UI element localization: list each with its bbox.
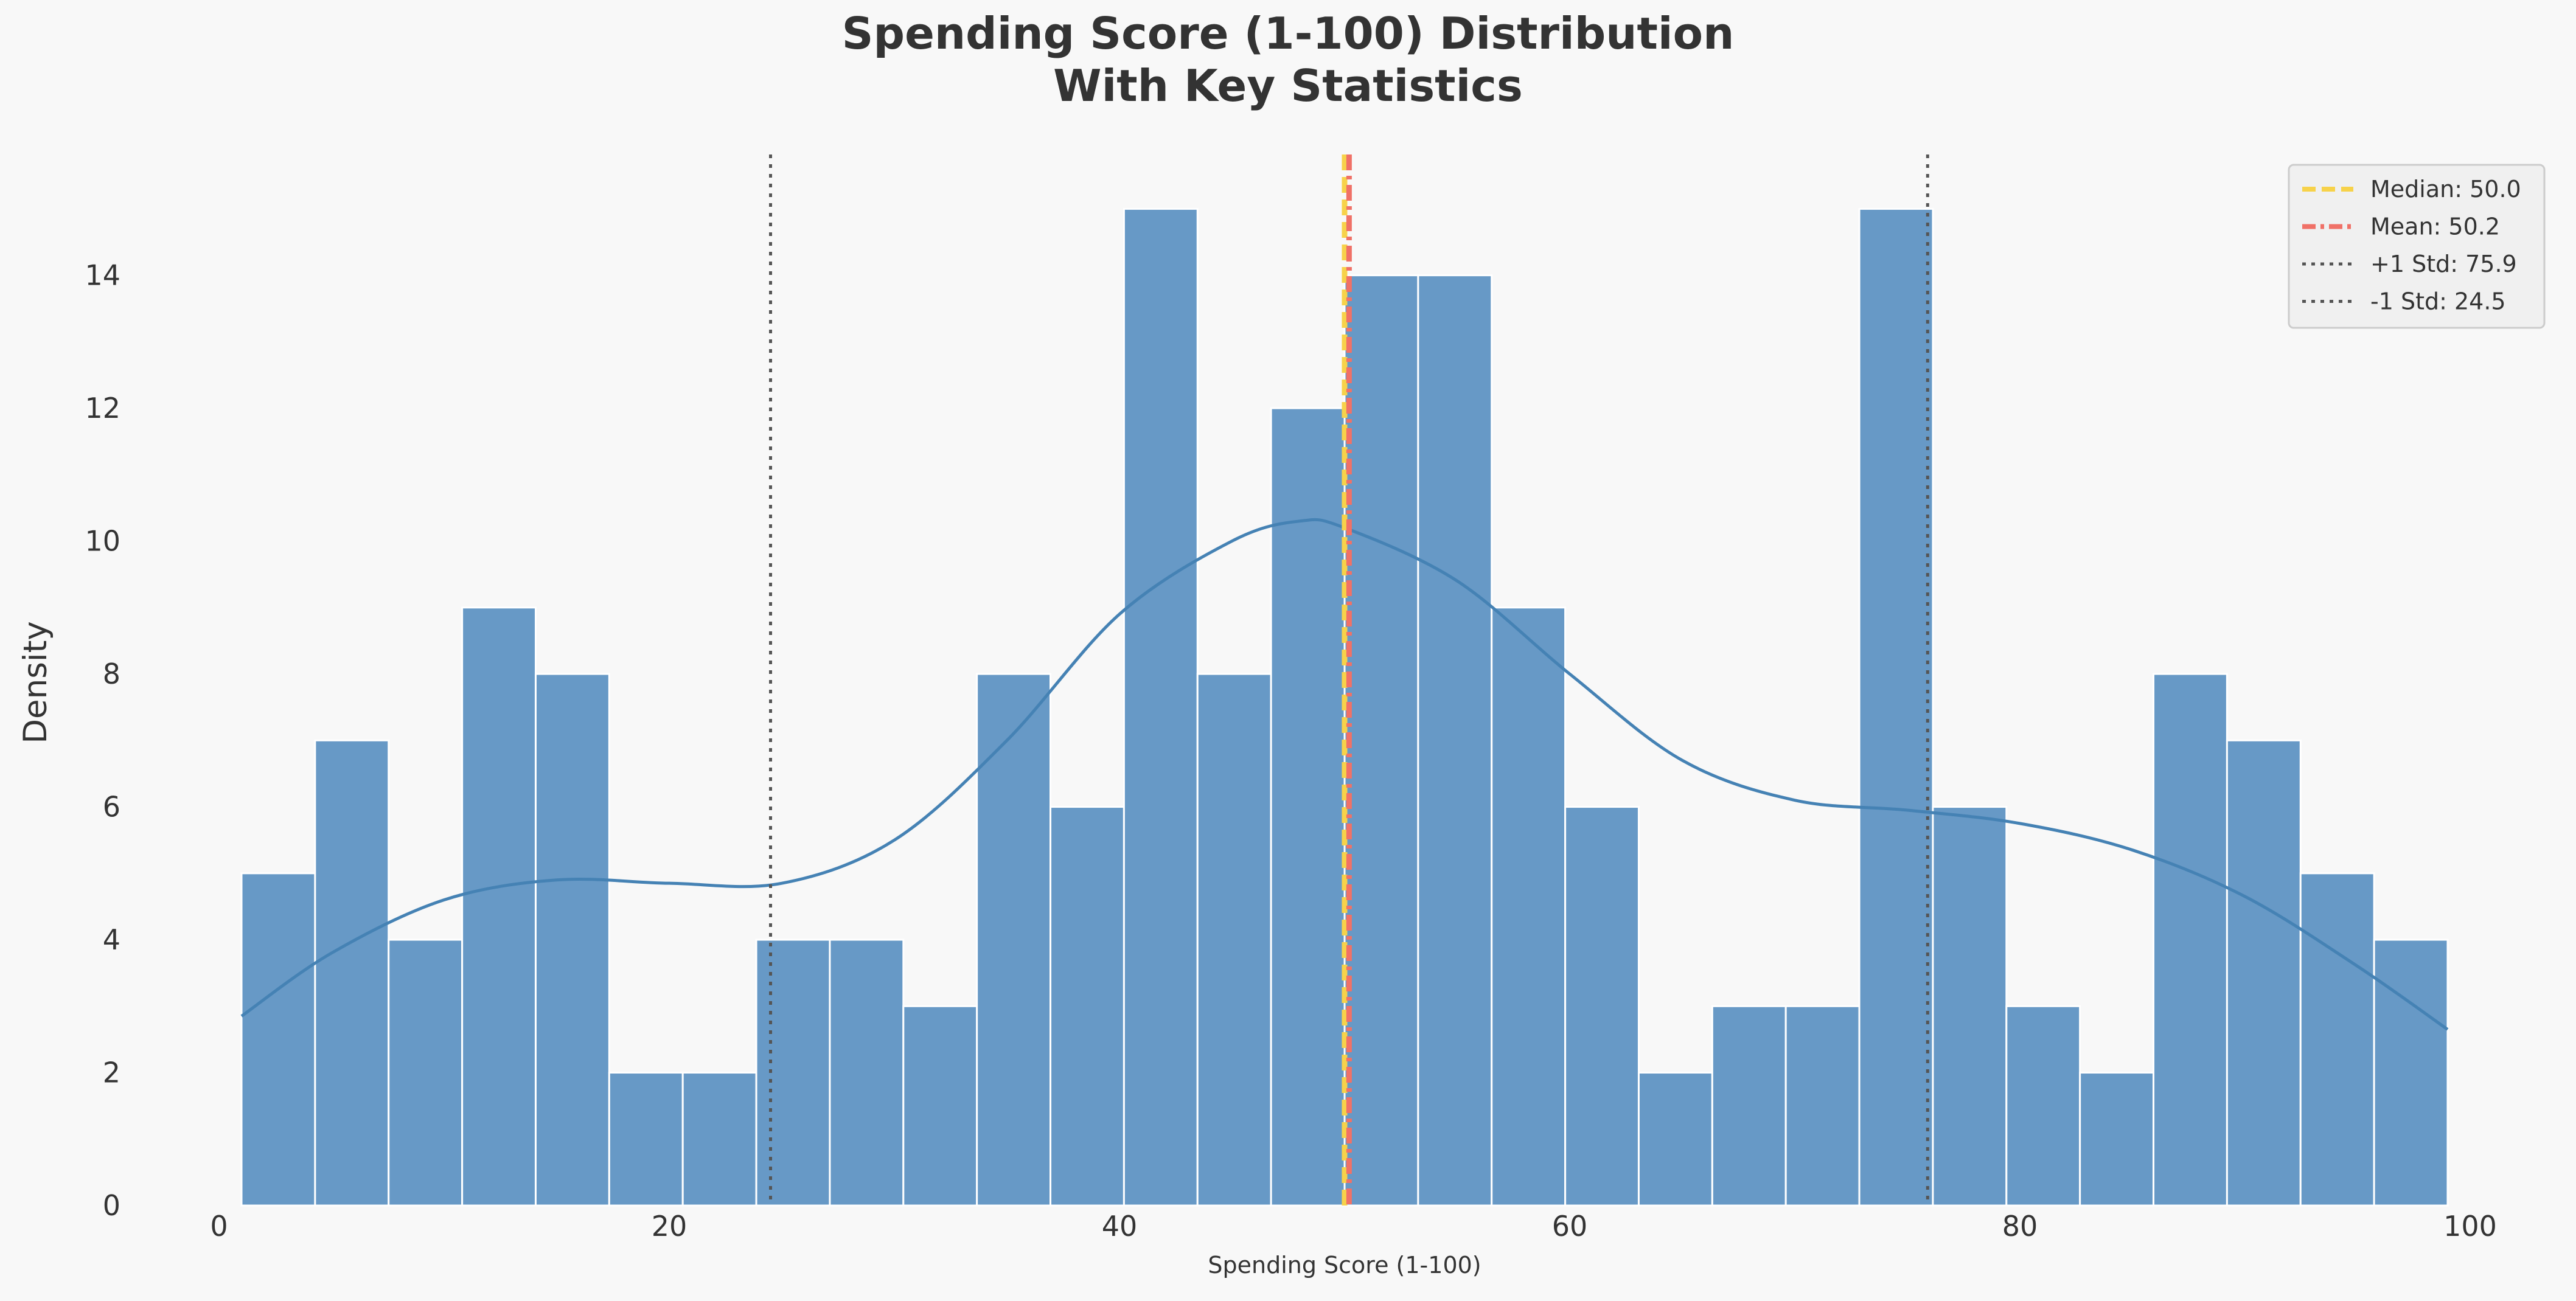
legend-label: +1 Std: 75.9 <box>2370 251 2517 277</box>
histogram-bar <box>1196 673 1272 1207</box>
y-tick-label: 2 <box>103 1056 120 1089</box>
chart-title-line-2: With Key Statistics <box>1053 60 1523 111</box>
y-tick-label: 4 <box>103 923 120 956</box>
histogram-bar <box>240 872 316 1207</box>
histogram-bar <box>2153 673 2228 1207</box>
histogram-bar <box>1858 207 1934 1207</box>
x-tick-label: 0 <box>210 1210 228 1243</box>
histogram-bar <box>2373 938 2449 1207</box>
chart-title-line-1: Spending Score (1-100) Distribution <box>842 8 1735 59</box>
histogram-bar <box>1784 1005 1861 1207</box>
histogram-bar <box>1491 606 1567 1207</box>
x-tick-label: 40 <box>1102 1210 1138 1243</box>
legend-label: Mean: 50.2 <box>2370 213 2500 240</box>
x-tick-label: 100 <box>2443 1210 2497 1243</box>
y-tick-label: 6 <box>103 791 120 824</box>
histogram-bar <box>1343 274 1419 1207</box>
histogram-bar <box>2005 1005 2081 1207</box>
x-tick-label: 80 <box>2002 1210 2038 1243</box>
histogram-bar <box>976 673 1052 1207</box>
x-tick-label: 20 <box>652 1210 688 1243</box>
x-axis-label: Spending Score (1-100) <box>1208 1252 1481 1278</box>
y-tick-label: 12 <box>85 392 120 425</box>
y-axis-label: Density <box>17 621 54 744</box>
x-tick-label: 60 <box>1552 1210 1588 1243</box>
histogram-bar <box>755 938 831 1207</box>
histogram-bar <box>1564 806 1640 1207</box>
y-tick-label: 8 <box>103 657 120 690</box>
histogram-bar <box>2079 1072 2155 1207</box>
histogram-bar <box>608 1072 684 1207</box>
histogram-bar <box>829 938 905 1207</box>
histogram-bar <box>314 739 390 1207</box>
histogram-bar <box>902 1005 978 1207</box>
reference-lines <box>769 154 1929 1206</box>
histogram-bar <box>1050 806 1125 1207</box>
histogram-bar <box>2299 872 2375 1207</box>
histogram-bar <box>534 673 610 1207</box>
y-tick-label: 14 <box>85 259 120 292</box>
histogram-bar <box>461 606 537 1207</box>
legend-label: Median: 50.0 <box>2370 176 2521 203</box>
histogram-bars <box>240 207 2449 1207</box>
histogram-bar <box>1711 1005 1787 1207</box>
histogram-bar <box>388 938 464 1207</box>
legend-box <box>2288 164 2546 329</box>
y-axis-tick-labels: 0 2 4 6 8 10 12 14 <box>85 259 120 1222</box>
legend-label: -1 Std: 24.5 <box>2370 288 2506 315</box>
histogram-bar <box>1123 207 1199 1207</box>
histogram-bar <box>2226 739 2302 1207</box>
kde-curve <box>240 518 2449 1031</box>
legend-items: Median: 50.0 Mean: 50.2 +1 Std: 75.9 -1 Std… <box>2302 176 2521 315</box>
kde-layer <box>240 518 2449 1031</box>
histogram-bar <box>1932 806 2008 1207</box>
histogram-bar <box>1417 274 1493 1207</box>
histogram-bar <box>681 1072 757 1207</box>
x-axis-tick-labels: 0 20 40 60 80 100 <box>210 1210 2497 1243</box>
y-tick-label: 10 <box>85 525 120 558</box>
histogram-bar <box>1270 407 1346 1207</box>
histogram-bar <box>1637 1072 1713 1207</box>
legend: Median: 50.0 Mean: 50.2 +1 Std: 75.9 -1 Std… <box>2288 164 2546 329</box>
y-tick-label: 0 <box>103 1189 120 1222</box>
